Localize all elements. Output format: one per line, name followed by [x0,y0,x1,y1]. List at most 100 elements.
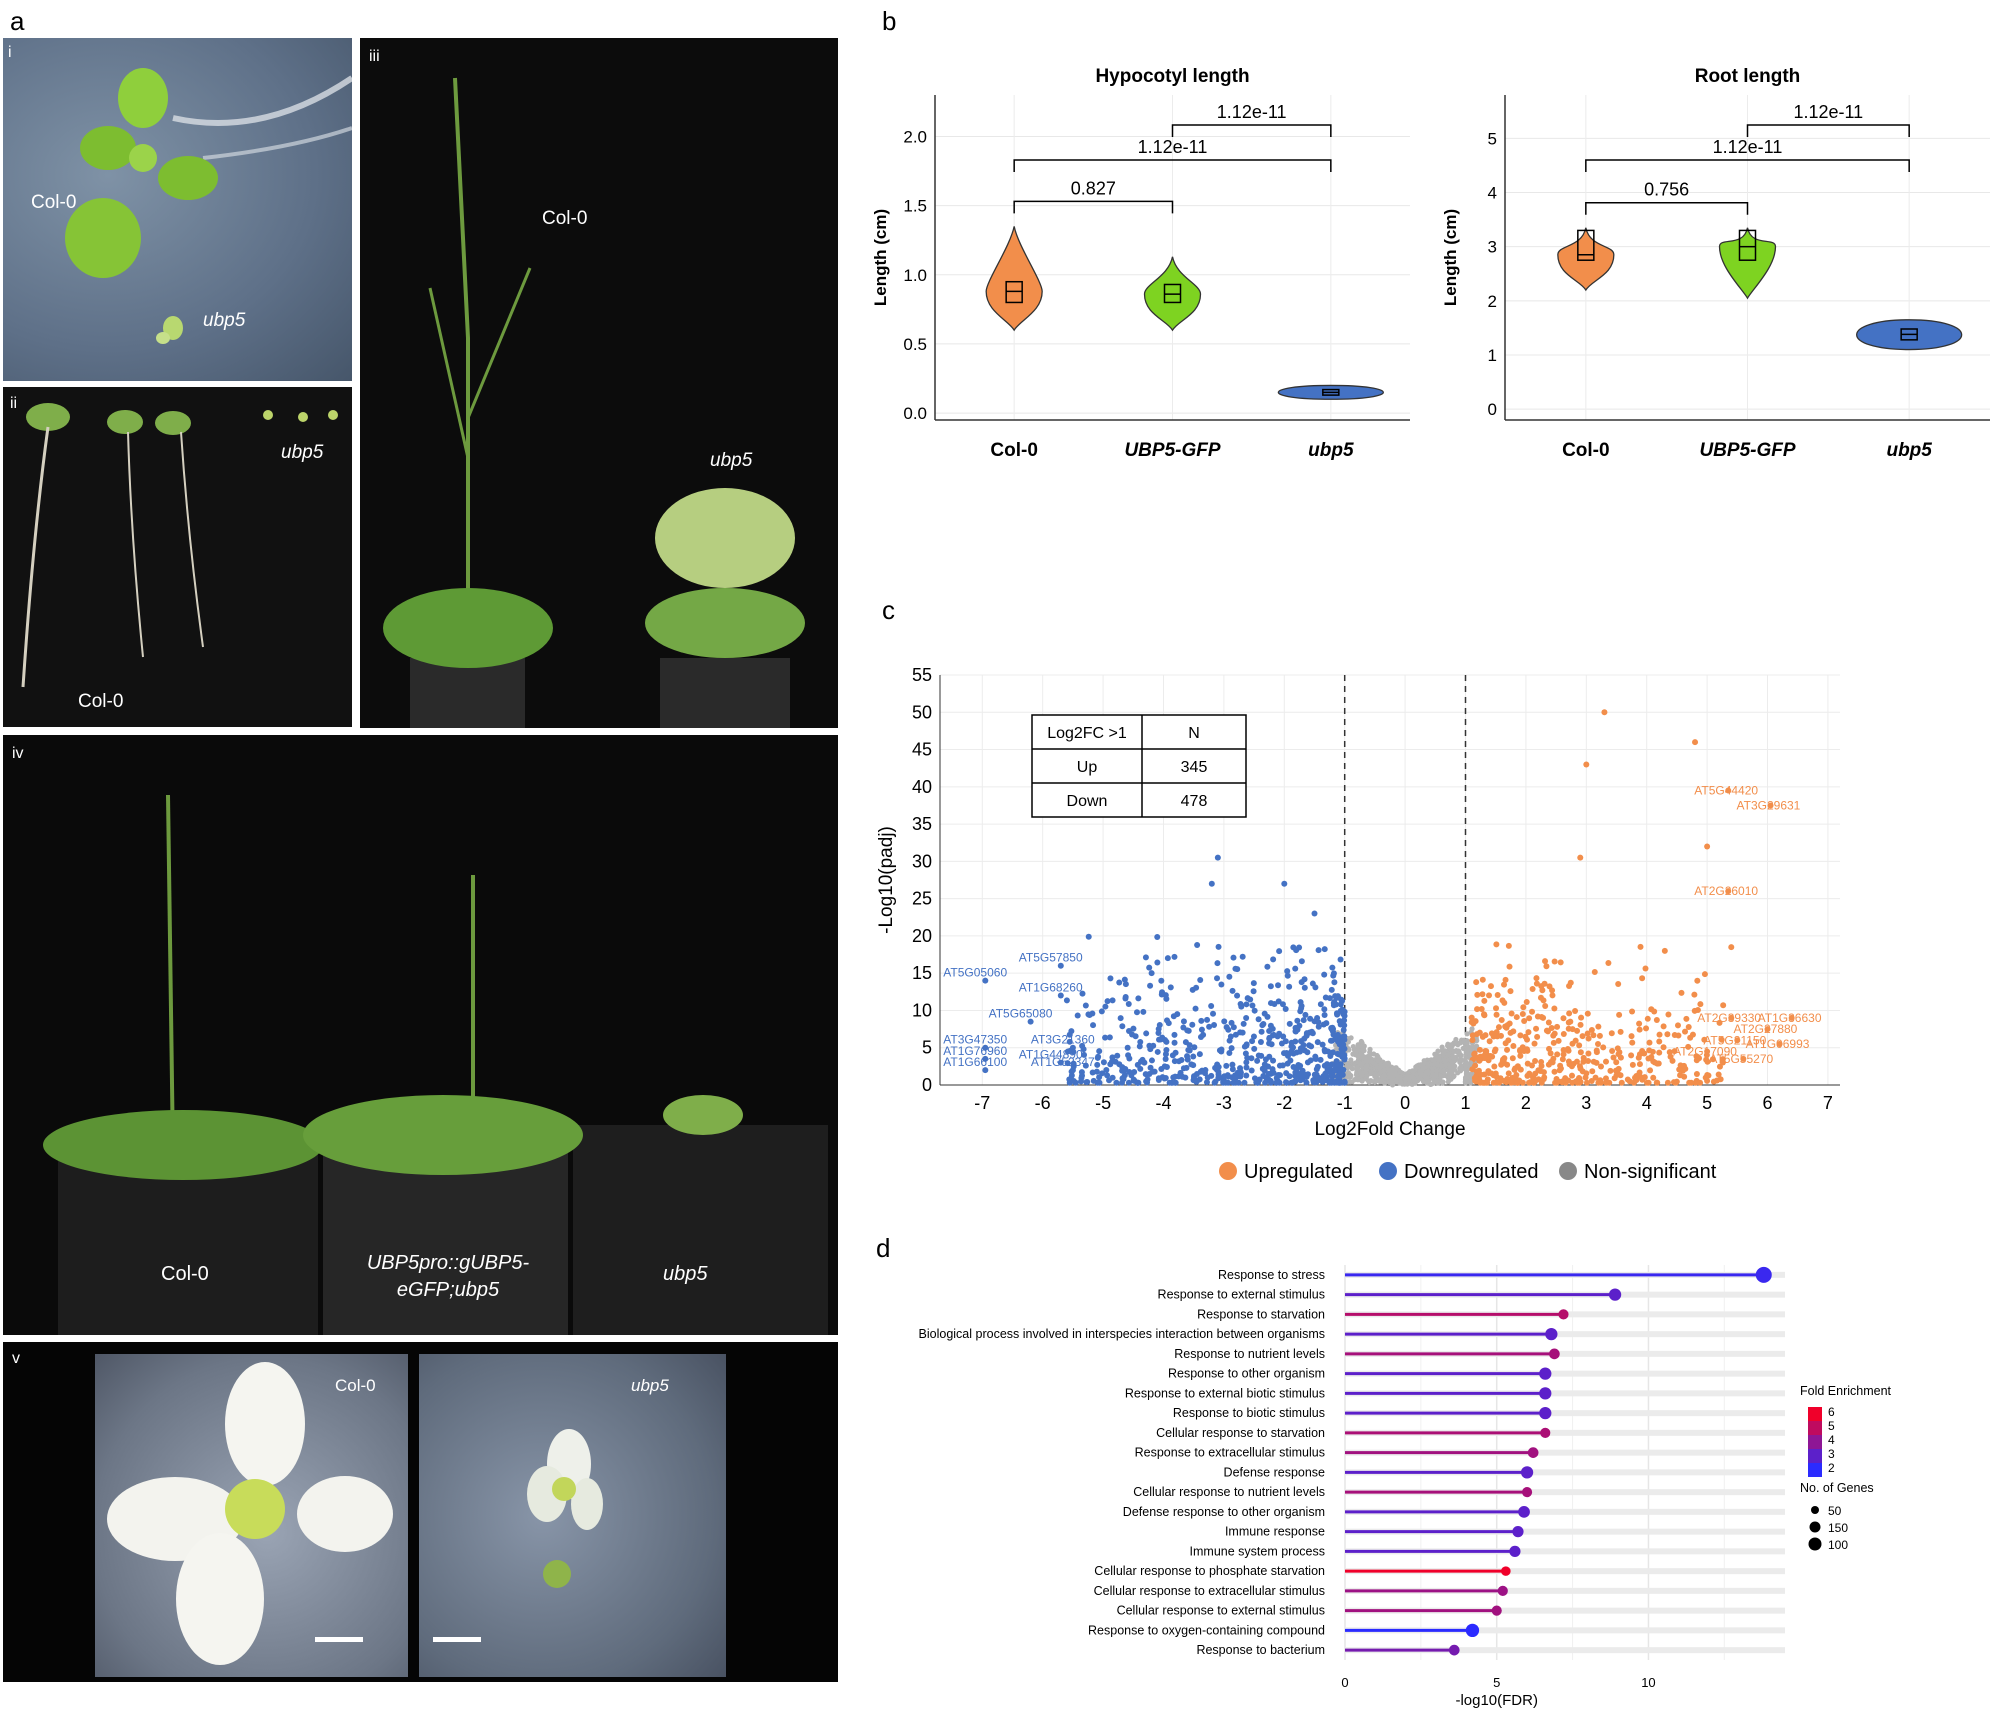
up-point [1538,1059,1545,1066]
gene-label-up: AT2G17090 [1673,1044,1737,1058]
up-point [1585,1035,1592,1042]
up-point [1647,1067,1654,1074]
x-tick-label: ubp5 [1308,440,1354,461]
comparison-bracket [1746,124,1910,137]
up-point [1656,1049,1663,1056]
up-point [1696,1055,1703,1062]
y-tick-label: 2.0 [903,127,927,146]
ns-point [1380,1068,1386,1074]
up-point [1616,1011,1623,1018]
up-point [1660,1044,1667,1051]
up-point [1474,1068,1481,1075]
up-point [1595,1079,1602,1086]
up-point [1592,1074,1599,1081]
up-point [1547,1058,1554,1065]
ns-point [1372,1071,1378,1077]
down-point [1069,1067,1076,1074]
down-point [1179,1073,1186,1080]
up-point [1576,1042,1583,1049]
down-point [1255,1052,1262,1059]
up-point [1583,1070,1590,1077]
category-label: Response to other organism [1168,1367,1325,1381]
ns-point [1453,1036,1459,1043]
down-point [1223,1062,1230,1069]
up-point [1560,1015,1567,1022]
y-tick-label: 1 [1488,346,1497,365]
ns-point [1366,1052,1373,1059]
down-point [1183,1064,1190,1071]
down-point [1094,1079,1101,1086]
comparison-bracket [1013,159,1332,172]
down-point [1321,971,1328,978]
up-point [1617,1072,1624,1079]
down-point [1180,1018,1187,1025]
down-point [1311,910,1318,917]
down-point [1341,1022,1348,1029]
up-point [1601,709,1608,716]
x-tick-label: 5 [1702,1093,1712,1113]
up-point [1557,1065,1564,1072]
down-point [1341,1017,1348,1024]
up-point [1648,1006,1655,1013]
up-point [1594,1041,1601,1048]
panel-letter-b: b [882,6,897,36]
x-tick-label: UBP5-GFP [1699,440,1795,461]
down-point [1221,1018,1228,1025]
up-point [1521,1018,1528,1025]
up-point [1608,1030,1615,1037]
lollipop-head [1539,1367,1552,1380]
ns-point [1439,1080,1446,1086]
down-point [1142,1071,1149,1078]
up-point [1499,997,1506,1004]
down-point [1303,1030,1310,1037]
up-point [1734,1037,1741,1044]
up-point [1693,1070,1700,1077]
up-point [1596,1032,1603,1039]
up-point [1522,1033,1529,1040]
down-point [1074,1012,1081,1019]
label-col0-iii: Col-0 [542,208,588,229]
lollipop-head [1539,1406,1552,1420]
label-col0-ii: Col-0 [78,691,124,712]
down-point [1218,981,1225,988]
size-legend-marker [1811,1506,1819,1514]
down-point [1313,1066,1320,1073]
down-point [1315,1019,1322,1026]
down-point [1194,941,1201,948]
x-tick-label: -3 [1216,1093,1232,1113]
down-point [1203,1079,1210,1086]
up-point [1764,1026,1771,1033]
up-point [1479,991,1486,998]
category-label: Response to nutrient levels [1174,1347,1325,1361]
x-axis-label: -log10(FDR) [1455,1692,1538,1709]
up-point [1697,1079,1704,1086]
down-point [1085,933,1092,940]
up-point [1555,1037,1562,1044]
y-axis-label: Length (cm) [871,209,890,306]
down-point [1154,959,1161,966]
down-point [1330,972,1337,979]
up-point [1639,975,1646,982]
up-point [1545,1019,1552,1026]
down-point [1262,1079,1269,1086]
up-point [1493,1029,1500,1036]
down-point [1276,948,1283,955]
down-point [1237,1065,1244,1072]
up-point [1533,1025,1540,1032]
down-point [1248,1067,1255,1074]
up-point [1656,1038,1663,1045]
up-point [1481,997,1488,1004]
down-point [1154,1048,1161,1055]
down-point [1243,1014,1250,1021]
ns-point [1458,1063,1464,1069]
up-point [1551,1030,1558,1037]
up-point [1533,980,1540,987]
up-point [1588,1078,1595,1085]
up-point [1685,1043,1692,1050]
down-point [1089,1069,1096,1076]
category-label: Response to starvation [1197,1307,1325,1321]
boxplot-box [1577,229,1595,261]
gene-label-down: AT1G76960 [943,1044,1007,1058]
up-point [1585,1050,1592,1057]
